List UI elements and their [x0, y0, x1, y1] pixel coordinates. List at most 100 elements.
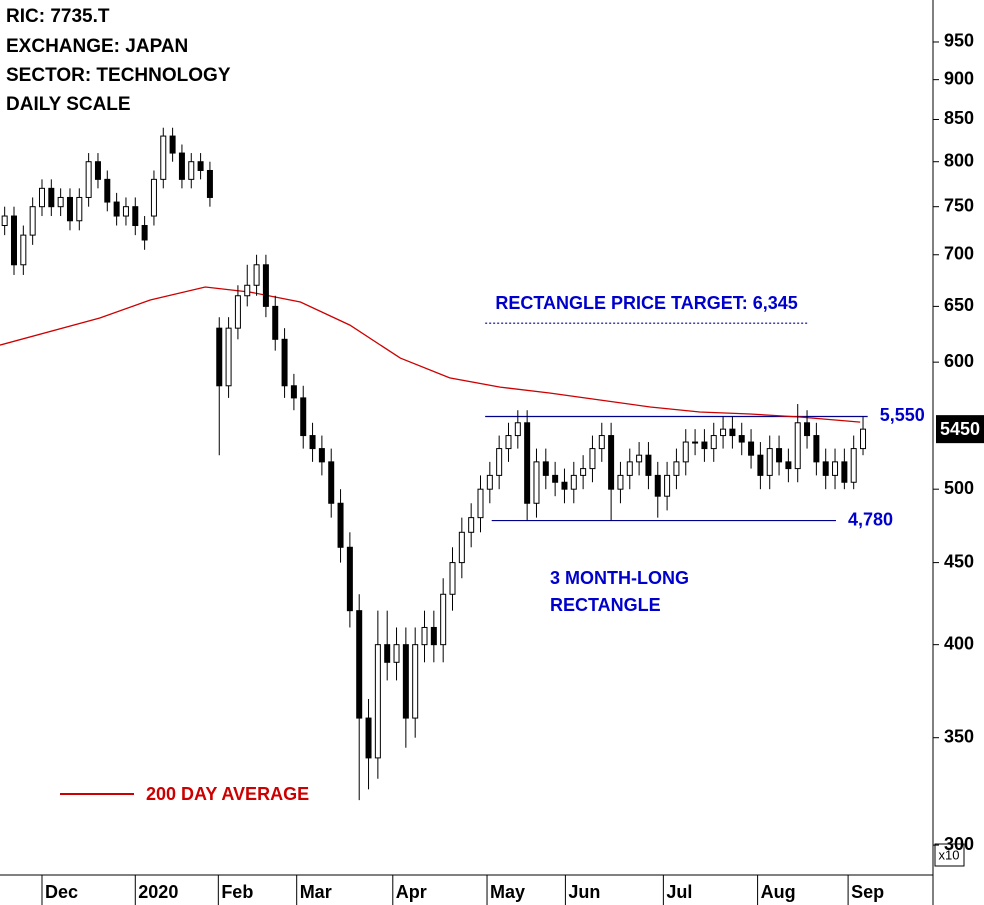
candle — [216, 317, 223, 456]
candle-body — [132, 206, 139, 227]
candle-body — [804, 422, 811, 437]
candle — [48, 179, 55, 217]
candle — [570, 461, 577, 504]
candle — [729, 416, 736, 449]
candle — [244, 264, 251, 307]
candle — [785, 448, 792, 483]
candle-body — [253, 264, 260, 286]
candle-body — [421, 626, 428, 646]
candle-body — [542, 461, 549, 476]
candle-body — [766, 448, 773, 476]
candle-body — [673, 461, 680, 476]
candle — [561, 468, 568, 504]
candle-body — [281, 338, 288, 387]
candle-body — [822, 461, 829, 476]
candle — [738, 422, 745, 456]
annotation: 3 MONTH-LONG — [550, 568, 689, 588]
candle-body — [785, 461, 792, 470]
candle-body — [20, 234, 27, 266]
candle — [766, 435, 773, 490]
candle-body — [748, 441, 755, 456]
candle-body — [738, 435, 745, 443]
candle-body — [626, 461, 633, 476]
candle — [38, 179, 45, 217]
candle-body — [468, 517, 475, 533]
candle-body — [860, 428, 867, 450]
candle — [188, 153, 195, 189]
x-tick-label: Aug — [761, 882, 796, 902]
candle-body — [794, 422, 801, 470]
candle — [318, 435, 325, 476]
candle-body — [346, 546, 353, 612]
candle-body — [169, 135, 176, 154]
candle-body — [384, 644, 391, 663]
candle — [682, 429, 689, 476]
candle-body — [524, 422, 531, 504]
candle-body — [374, 644, 381, 759]
candle-body — [150, 178, 157, 217]
candle-body — [580, 468, 587, 476]
candle-body — [412, 644, 419, 719]
candle — [365, 698, 372, 790]
info-line: SECTOR: TECHNOLOGY — [6, 65, 231, 86]
candle — [57, 188, 64, 217]
candle-body — [449, 562, 456, 595]
candle — [813, 422, 820, 476]
candle — [804, 410, 811, 449]
y-tick-label: 350 — [944, 726, 974, 746]
candle-body — [841, 461, 848, 483]
level-label: RECTANGLE PRICE TARGET: 6,345 — [495, 293, 797, 313]
candle — [477, 475, 484, 533]
candle-body — [1, 215, 8, 227]
multiplier-box — [934, 843, 965, 867]
candle — [262, 254, 269, 318]
candle — [356, 594, 363, 801]
candle-body — [664, 474, 671, 497]
candle — [552, 461, 559, 497]
candle-body — [486, 474, 493, 490]
level-label: 4,780 — [848, 509, 893, 529]
candle — [206, 161, 213, 207]
candle-body — [440, 593, 447, 646]
x-tick-label: Feb — [221, 882, 253, 902]
y-tick-label: 950 — [944, 31, 974, 51]
candle-body — [832, 461, 839, 476]
candle-body — [692, 441, 699, 444]
candle — [253, 254, 260, 296]
candle — [692, 429, 699, 456]
candle — [393, 627, 400, 681]
candle — [748, 429, 755, 469]
candle — [421, 610, 428, 663]
candle-body — [598, 435, 605, 450]
candle-body — [430, 626, 437, 646]
candle-body — [104, 178, 111, 203]
candle-body — [561, 481, 568, 490]
candle — [169, 127, 176, 162]
candle-body — [85, 161, 92, 198]
candle-body — [337, 502, 344, 548]
candle — [412, 627, 419, 738]
candle — [328, 448, 335, 518]
candle-body — [29, 206, 36, 236]
candle-body — [570, 474, 577, 490]
x-tick-label: May — [490, 882, 525, 902]
last-price-label: 5450 — [940, 419, 980, 439]
y-tick-label: 600 — [944, 351, 974, 371]
y-tick-label: 450 — [944, 551, 974, 571]
x-tick-label: 2020 — [138, 882, 178, 902]
x-tick-label: Jun — [568, 882, 600, 902]
candle — [822, 448, 829, 490]
candle — [832, 448, 839, 490]
candle — [580, 455, 587, 490]
x-tick-label: Apr — [396, 882, 427, 902]
info-block: RIC: 7735.T EXCHANGE: JAPAN SECTOR: TECH… — [6, 6, 231, 115]
candle — [300, 385, 307, 449]
candle — [458, 517, 465, 579]
candle — [850, 435, 857, 490]
candle-body — [225, 327, 232, 387]
candle — [794, 404, 801, 483]
candle — [701, 429, 708, 462]
candle — [178, 144, 185, 189]
candle-body — [402, 644, 409, 719]
